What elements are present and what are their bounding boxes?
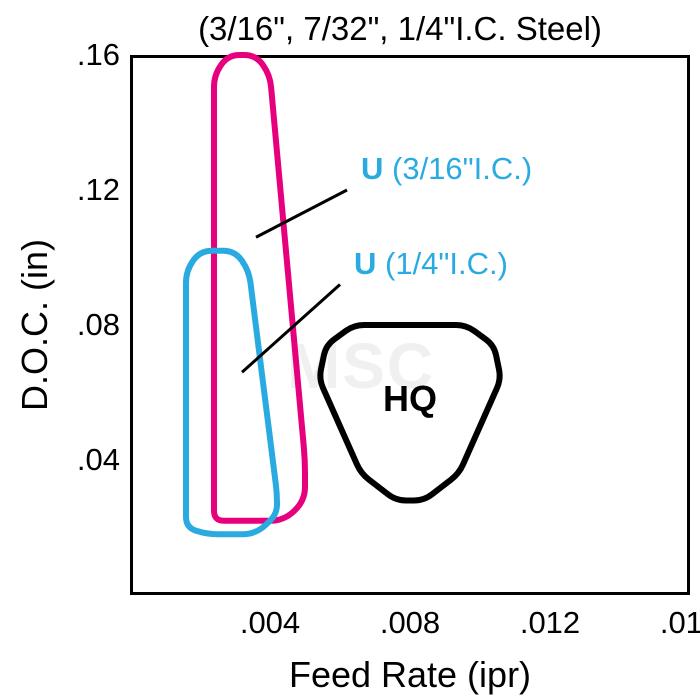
callout-u1-leader (256, 190, 347, 237)
region-blue (186, 251, 277, 535)
callout-u1-label: U (3/16"I.C.) (361, 151, 532, 187)
hq-label: HQ (383, 378, 437, 420)
shapes-layer (0, 0, 700, 700)
region-pink (214, 55, 305, 521)
callout-u2-label: U (1/4"I.C.) (354, 246, 508, 282)
